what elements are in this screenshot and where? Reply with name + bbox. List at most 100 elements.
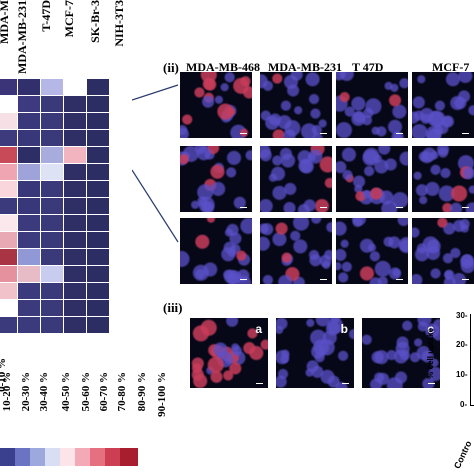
legend-label: 60-70 % — [98, 372, 110, 412]
heatmap-cell — [86, 163, 110, 181]
legend-swatch — [0, 448, 18, 466]
heatmap-cell — [63, 299, 87, 317]
heatmap-cell — [0, 214, 18, 232]
heatmap-header-mda-mb-231: MDA-MB-231 — [15, 0, 29, 74]
bar-chart-ylabel: % cell uptake — [426, 328, 440, 408]
scale-bar — [320, 207, 327, 208]
heatmap-row — [0, 180, 110, 198]
bar-chart-x-axis — [470, 405, 474, 406]
image-letter: a — [255, 322, 262, 336]
heatmap-grid — [0, 78, 110, 334]
heatmap-cell — [40, 112, 64, 130]
heatmap-cell — [63, 248, 87, 266]
heatmap-row — [0, 163, 110, 181]
heatmap-cell — [17, 214, 41, 232]
heatmap-cell — [17, 197, 41, 215]
scale-bar — [342, 383, 349, 384]
heatmap-cell — [17, 282, 41, 300]
heatmap-cell — [0, 78, 18, 96]
scale-bar — [240, 279, 247, 280]
heatmap-cell — [17, 78, 41, 96]
heatmap-cell — [17, 180, 41, 198]
heatmap-row — [0, 197, 110, 215]
heatmap-cell — [40, 248, 64, 266]
heatmap-cell — [40, 231, 64, 249]
heatmap-cell — [40, 163, 64, 181]
heatmap-cell — [0, 197, 18, 215]
heatmap-row — [0, 112, 110, 130]
heatmap-row — [0, 282, 110, 300]
heatmap-cell — [40, 95, 64, 113]
image-letter: c — [427, 322, 434, 336]
scale-bar — [396, 133, 403, 134]
legend-swatch — [105, 448, 123, 466]
heatmap-cell — [63, 282, 87, 300]
heatmap-row — [0, 299, 110, 317]
bar-chart-ytick-10: 10- — [456, 370, 468, 379]
heatmap-cell — [86, 78, 110, 96]
heatmap-cell — [0, 265, 18, 283]
zoom-connector-lines — [132, 84, 179, 243]
heatmap-cell — [0, 146, 18, 164]
heatmap-cell — [86, 146, 110, 164]
heatmap-cell — [40, 282, 64, 300]
heatmap-cell — [17, 231, 41, 249]
heatmap-cell — [86, 231, 110, 249]
scale-bar — [462, 279, 469, 280]
heatmap-cell — [63, 146, 87, 164]
heatmap-cell — [17, 299, 41, 317]
heatmap-cell — [86, 112, 110, 130]
heatmap-cell — [0, 112, 18, 130]
heatmap-cell — [0, 299, 18, 317]
microscopy-image — [180, 218, 252, 284]
bar-chart-ytick-20: 20- — [456, 340, 468, 349]
heatmap-cell — [63, 180, 87, 198]
scale-bar — [240, 133, 247, 134]
panel-ii-col-mda-mb-231: MDA-MB-231 — [268, 60, 342, 74]
heatmap-cell — [86, 299, 110, 317]
heatmap-cell — [86, 214, 110, 232]
heatmap-cell — [40, 197, 64, 215]
legend-swatch — [75, 448, 93, 466]
heatmap-cell — [17, 146, 41, 164]
scale-bar — [396, 279, 403, 280]
heatmap-cell — [63, 163, 87, 181]
heatmap-cell — [63, 78, 87, 96]
scale-bar — [320, 133, 327, 134]
heatmap-cell — [86, 265, 110, 283]
microscopy-image — [180, 72, 252, 138]
heatmap-row — [0, 146, 110, 164]
heatmap-cell — [63, 112, 87, 130]
microscopy-image — [336, 146, 408, 212]
bar-chart-ytick-30: 30- — [456, 311, 468, 320]
heatmap-cell — [63, 197, 87, 215]
legend-label: 20-30 % — [20, 372, 32, 412]
legend-swatch — [45, 448, 63, 466]
panel-ii-col-mcf7: MCF-7 — [432, 60, 470, 74]
heatmap-cell — [86, 197, 110, 215]
heatmap-cell — [63, 265, 87, 283]
heatmap-cell — [63, 214, 87, 232]
bar-chart-xlabel-text: Contro — [452, 439, 474, 471]
bar-chart-ytick-0: 0- — [460, 400, 468, 409]
panel-iii-label: (iii) — [163, 300, 183, 315]
scale-bar — [240, 207, 247, 208]
legend-label: 80-90 % — [136, 372, 148, 412]
microscopy-image — [260, 72, 332, 138]
legend-label: 50-60 % — [80, 372, 92, 412]
heatmap-cell — [17, 316, 41, 334]
microscopy-image-b: b — [276, 318, 354, 388]
heatmap-row — [0, 214, 110, 232]
scale-bar — [256, 383, 263, 384]
legend-label: 70-80 % — [116, 372, 128, 412]
microscopy-image — [180, 146, 252, 212]
heatmap-cell — [17, 163, 41, 181]
heatmap-cell — [40, 180, 64, 198]
microscopy-image — [336, 72, 408, 138]
heatmap-cell — [0, 163, 18, 181]
heatmap-header-skbr3: SK-Br-3 — [88, 0, 102, 43]
heatmap-cell — [0, 129, 18, 147]
heatmap-cell — [0, 316, 18, 334]
heatmap-cell — [40, 265, 64, 283]
heatmap-cell — [40, 316, 64, 334]
